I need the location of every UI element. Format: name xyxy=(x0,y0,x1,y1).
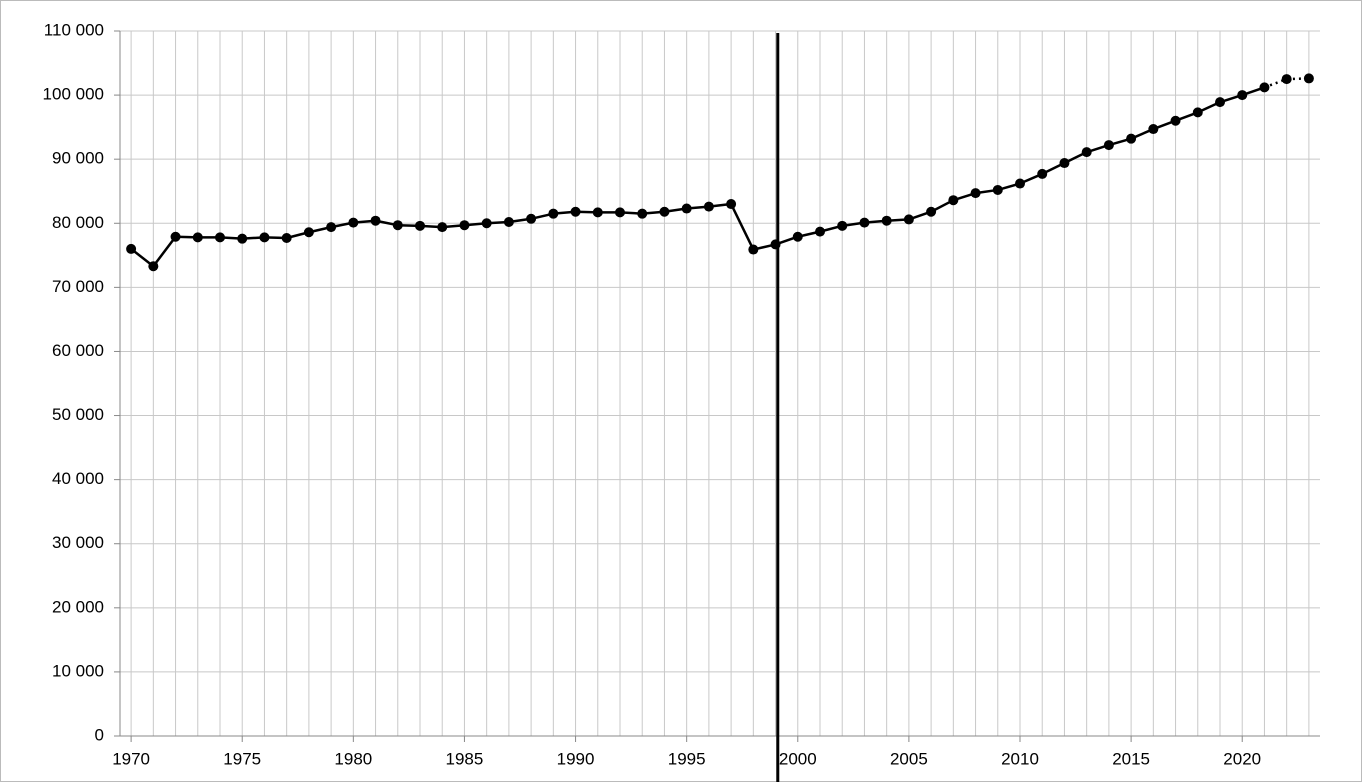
point xyxy=(1237,90,1248,101)
point xyxy=(881,215,892,226)
x-tick-label: 2020 xyxy=(1223,749,1261,768)
point xyxy=(1015,178,1025,189)
point xyxy=(615,207,625,218)
y-tick-label: 100 000 xyxy=(43,85,104,104)
point xyxy=(481,218,492,229)
x-tick-label: 2000 xyxy=(779,749,817,768)
point xyxy=(859,217,870,228)
y-tick-label: 70 000 xyxy=(52,277,104,296)
x xyxy=(1264,77,1309,89)
point xyxy=(237,233,248,244)
point xyxy=(1148,124,1159,135)
point xyxy=(948,195,959,206)
point xyxy=(259,232,270,243)
x-tick-label: 2010 xyxy=(1001,749,1039,768)
point xyxy=(148,261,159,272)
x-tick-label: 1995 xyxy=(668,749,706,768)
x-tick-label: 1990 xyxy=(557,749,595,768)
point xyxy=(437,222,448,233)
point xyxy=(637,208,648,219)
y-tick-label: 90 000 xyxy=(52,149,104,168)
point xyxy=(392,220,403,231)
point xyxy=(415,220,425,231)
point xyxy=(748,244,759,255)
point xyxy=(570,206,581,217)
x-tick-label: 1975 xyxy=(223,749,261,768)
point xyxy=(170,231,181,242)
point xyxy=(815,226,825,237)
y-tick-label: 80 000 xyxy=(52,213,104,232)
point xyxy=(592,207,603,218)
point xyxy=(792,231,803,242)
point xyxy=(1303,73,1314,84)
point xyxy=(659,206,670,217)
point xyxy=(726,199,737,210)
point xyxy=(348,217,359,228)
point xyxy=(903,214,914,225)
point xyxy=(1281,74,1292,85)
x-tick-label: 2005 xyxy=(890,749,928,768)
point xyxy=(837,220,848,231)
point xyxy=(192,232,203,243)
x-tick-label: 2015 xyxy=(1112,749,1150,768)
point xyxy=(503,216,514,227)
y-tick-label: 60 000 xyxy=(52,341,104,360)
y-tick-label: 0 xyxy=(95,725,104,744)
point xyxy=(526,213,537,224)
point xyxy=(370,215,381,226)
point xyxy=(1037,168,1048,179)
point xyxy=(1059,158,1070,169)
point xyxy=(281,233,292,244)
point xyxy=(1170,115,1181,126)
point xyxy=(703,201,714,212)
point xyxy=(992,184,1003,195)
point xyxy=(926,206,937,217)
y-tick-label: 110 000 xyxy=(44,20,104,39)
point xyxy=(303,227,314,238)
y-tick-label: 30 000 xyxy=(52,533,104,552)
x-tick-label: 1980 xyxy=(334,749,372,768)
y-tick-label: 40 000 xyxy=(52,469,104,488)
point xyxy=(459,220,470,231)
point xyxy=(1215,97,1225,108)
point xyxy=(1103,140,1114,151)
point xyxy=(1192,107,1203,118)
point xyxy=(326,222,337,233)
y-tick-label: 50 000 xyxy=(52,405,104,424)
y-tick-label: 20 000 xyxy=(52,597,104,616)
point xyxy=(215,232,225,243)
x-tick-label: 1970 xyxy=(112,749,150,768)
point xyxy=(970,188,981,199)
point xyxy=(126,243,137,254)
series-line xyxy=(130,86,1265,268)
point xyxy=(1259,82,1270,93)
point xyxy=(1081,147,1092,158)
point xyxy=(1126,133,1137,144)
y-tick-label: 10 000 xyxy=(52,661,104,680)
point xyxy=(548,208,559,219)
point xyxy=(681,203,692,214)
x-tick-label: 1985 xyxy=(446,749,484,768)
